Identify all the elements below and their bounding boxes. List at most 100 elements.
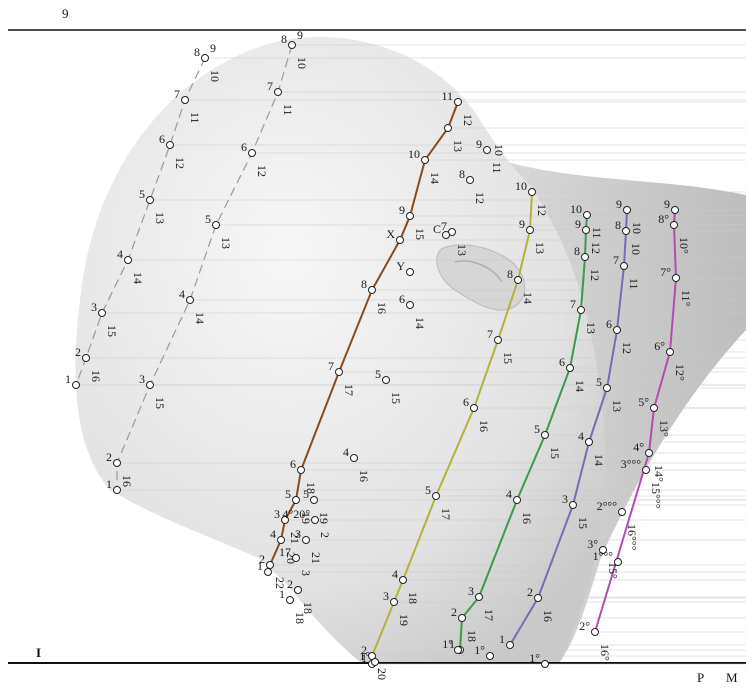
landmark-sub-label: 14 — [592, 454, 606, 466]
landmark-sub-label: 13 — [219, 237, 233, 249]
landmark-point — [390, 598, 398, 606]
landmark-point — [166, 141, 174, 149]
landmark-label: 6 — [559, 355, 565, 369]
bottom-left-label: I — [36, 645, 42, 660]
landmark-pair-label: 9 — [297, 28, 303, 42]
extra-point-label: 4 — [343, 445, 349, 459]
landmark-point — [585, 438, 593, 446]
extra-point-label: 1°°° — [593, 549, 614, 563]
landmark-point — [399, 576, 407, 584]
landmark-label: 5 — [139, 187, 145, 201]
landmark-label: 5 — [425, 483, 431, 497]
landmark-label: 8 — [281, 32, 287, 46]
landmark-label: 4 — [392, 567, 398, 581]
landmark-sub-label: 10 — [295, 57, 309, 69]
landmark-point — [541, 431, 549, 439]
landmark-label: 6 — [241, 140, 247, 154]
landmark-point — [534, 594, 542, 602]
landmark-point — [454, 98, 462, 106]
landmark-label: 2 — [361, 643, 367, 657]
extra-point-label: 9 — [476, 137, 482, 151]
landmark-label: 1 — [449, 637, 455, 651]
extra-point — [286, 596, 294, 604]
projection-lines — [76, 44, 746, 665]
extra-point — [294, 586, 302, 594]
landmark-sub-label: 16 — [520, 512, 534, 524]
landmark-point — [620, 262, 628, 270]
landmark-label: 3 — [383, 589, 389, 603]
landmark-label: 4 — [506, 487, 512, 501]
landmark-label: 11 — [441, 89, 453, 103]
extra-point-label: 3° — [587, 537, 598, 551]
extra-point — [614, 558, 622, 566]
extra-point-label: 3°°° — [621, 457, 642, 471]
landmark-label: 4 — [578, 429, 584, 443]
landmark-point — [406, 212, 414, 220]
extra-point-sub-label: 16°°° — [625, 524, 639, 551]
landmark-sub-label: 17 — [439, 508, 453, 520]
extra-point-sub-label: 18 — [293, 612, 307, 624]
landmark-point — [672, 274, 680, 282]
landmark-point — [432, 492, 440, 500]
extra-point — [406, 301, 414, 309]
landmark-point — [528, 188, 536, 196]
landmark-point — [124, 256, 132, 264]
landmark-point — [335, 368, 343, 376]
extra-point — [541, 660, 549, 668]
landmark-sub-label: 13 — [610, 400, 624, 412]
head-silhouette — [75, 36, 746, 662]
landmark-label: 5 — [285, 487, 291, 501]
landmark-label: 1 — [499, 632, 505, 646]
landmark-point — [292, 496, 300, 504]
landmark-label: 1 — [65, 372, 71, 386]
landmark-sub-label: 11° — [679, 290, 693, 307]
extra-point-label: 4°20° — [282, 507, 310, 521]
landmark-sub-label: 15 — [548, 447, 562, 459]
head-shape — [75, 36, 606, 662]
landmark-label: 5 — [205, 212, 211, 226]
landmark-point — [566, 364, 574, 372]
landmark-sub-label: 15 — [501, 352, 515, 364]
landmark-point — [622, 227, 630, 235]
landmark-sub-label: 11 — [590, 227, 604, 239]
extra-point — [371, 658, 379, 666]
landmark-sub-label: 14 — [193, 312, 207, 324]
extra-point-sub-label: 16 — [357, 470, 371, 482]
landmark-label: 8° — [658, 212, 669, 226]
landmark-sub-label: 10 — [630, 222, 644, 234]
landmark-sub-label: 15 — [576, 517, 590, 529]
landmark-sub-label: 20 — [375, 668, 389, 680]
landmark-point — [146, 196, 154, 204]
landmark-point — [186, 296, 194, 304]
landmark-point — [666, 348, 674, 356]
landmark-sub-label: 17 — [482, 609, 496, 621]
landmark-label: 4 — [117, 247, 123, 261]
landmark-point — [650, 404, 658, 412]
landmark-label: 8 — [615, 218, 621, 232]
landmark-label: 7 — [174, 87, 180, 101]
extra-point — [350, 454, 358, 462]
extra-point-sub-label: 13 — [455, 244, 469, 256]
landmark-point — [458, 614, 466, 622]
landmark-label: 3 — [91, 300, 97, 314]
extra-point — [302, 536, 310, 544]
landmark-point — [603, 384, 611, 392]
extra-point — [618, 508, 626, 516]
landmark-sub-label: 12 — [255, 165, 269, 177]
landmark-sub-label: 14 — [428, 172, 442, 184]
landmark-label: 2 — [75, 345, 81, 359]
landmark-point — [613, 326, 621, 334]
landmark-label: 8 — [361, 277, 367, 291]
landmark-point — [623, 206, 631, 214]
landmark-sub-label: 13 — [451, 140, 465, 152]
landmark-label: 2 — [259, 552, 265, 566]
extra-point — [311, 516, 319, 524]
landmark-label: 2° — [579, 619, 590, 633]
landmark-label: 1 — [361, 651, 367, 665]
landmark-label: 10 — [570, 202, 582, 216]
landmark-sub-label: 22 — [273, 577, 287, 589]
extra-point-label: Y — [396, 259, 405, 273]
landmark-point — [671, 206, 679, 214]
